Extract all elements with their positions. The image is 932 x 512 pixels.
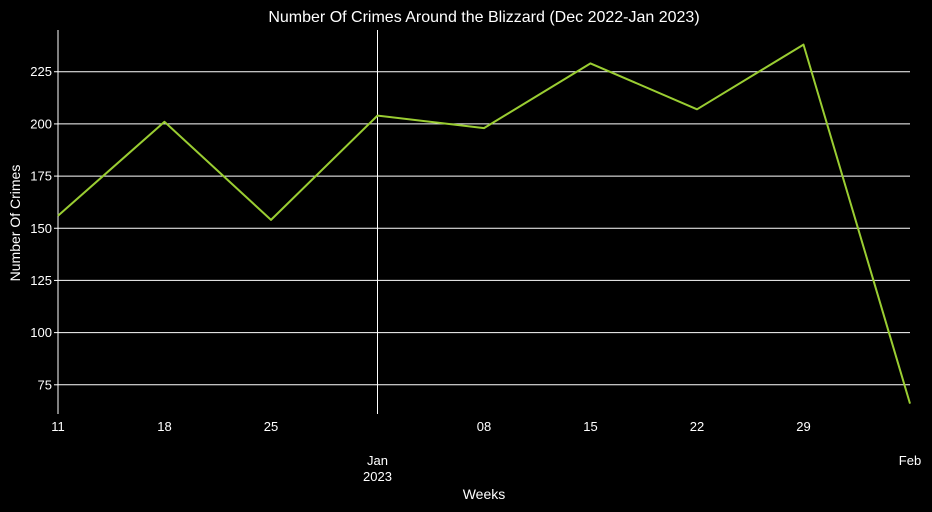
- y-tick-label: 100: [30, 325, 52, 340]
- y-axis-label: Number Of Crimes: [7, 165, 23, 282]
- y-tick-label: 175: [30, 169, 52, 184]
- x-tick-label: 25: [264, 419, 278, 434]
- x-tick-label: 29: [796, 419, 810, 434]
- grid-lines: [58, 71, 910, 386]
- x-tick-label: Feb: [899, 453, 921, 468]
- y-tick-label: 200: [30, 116, 52, 131]
- y-tick-label: 125: [30, 273, 52, 288]
- x-axis-label: Weeks: [463, 486, 506, 502]
- x-tick-label: 08: [477, 419, 491, 434]
- x-tick-label: 18: [157, 419, 171, 434]
- x-tick-label: 15: [583, 419, 597, 434]
- x-tick-label: 22: [690, 419, 704, 434]
- y-tick-labels: 75 100 125 150 175 200 225: [30, 64, 58, 392]
- y-tick-label: 225: [30, 64, 52, 79]
- x-tick-label: Jan 2023: [363, 453, 392, 484]
- chart-title: Number Of Crimes Around the Blizzard (De…: [268, 9, 699, 26]
- series-line: [57, 43, 911, 404]
- x-tick-label: 11: [51, 419, 65, 434]
- x-tick-labels: 11 18 25 Jan 2023 08 15 22 29 Feb: [51, 419, 921, 484]
- y-tick-label: 75: [38, 377, 52, 392]
- y-tick-label: 150: [30, 221, 52, 236]
